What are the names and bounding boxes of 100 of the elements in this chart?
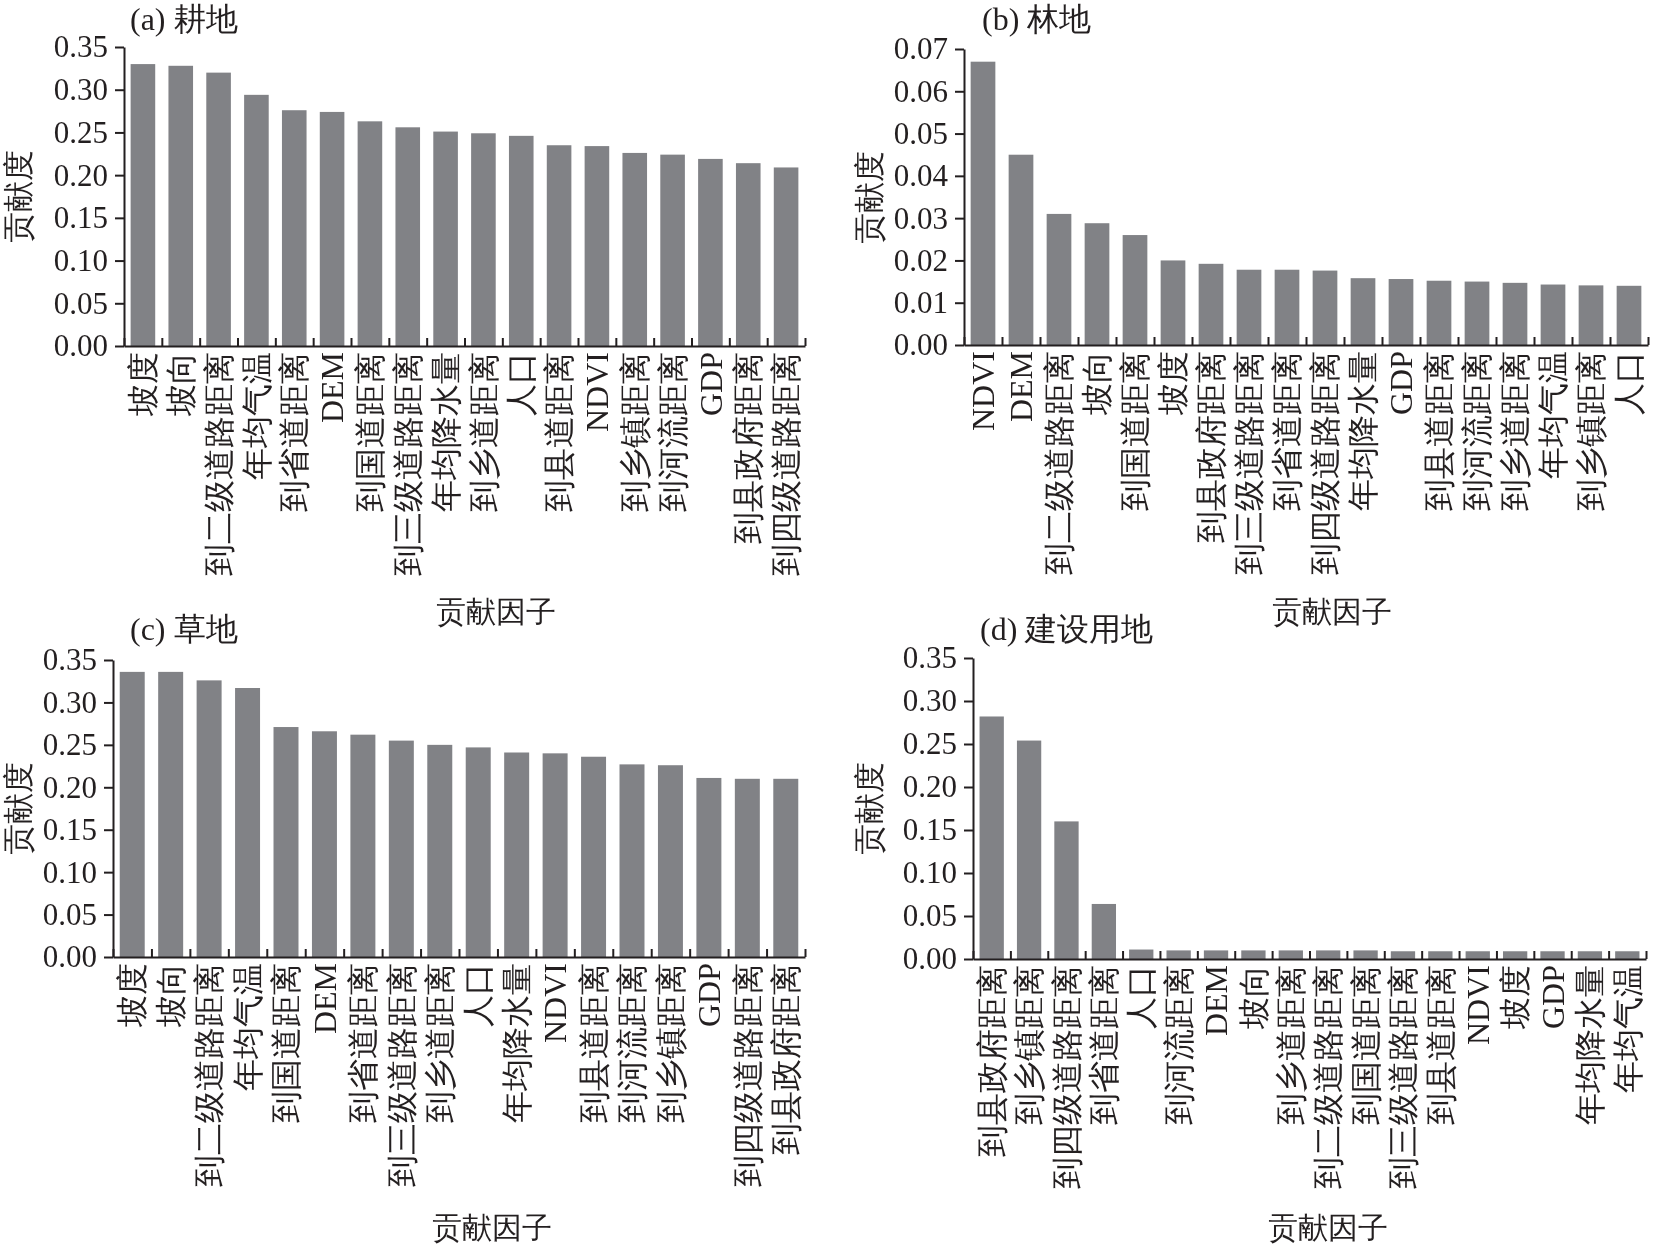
bar — [471, 133, 496, 346]
bar — [206, 72, 231, 346]
bar — [244, 94, 269, 346]
x-tick-label: 到国道距离 — [1347, 965, 1384, 1125]
x-tick-label: 到国道距离 — [268, 963, 305, 1123]
x-tick-label: 年均气温 — [1535, 351, 1572, 479]
y-tick-label: 0.04 — [893, 158, 949, 194]
chart-title: (d) 建设用地 — [980, 611, 1154, 647]
x-tick-label: 到四级道路距离 — [768, 352, 805, 576]
bar — [1278, 950, 1303, 959]
x-tick-label: 到国道距离 — [1117, 351, 1154, 511]
y-tick-label: 0.00 — [42, 939, 97, 975]
x-tick-label: 到二级道路距离 — [200, 352, 237, 576]
x-tick-label: 人口 — [503, 352, 540, 416]
bar — [1054, 821, 1079, 959]
x-tick-label: 到河流距离 — [654, 352, 691, 512]
bar — [1578, 285, 1604, 345]
y-tick-label: 0.35 — [53, 29, 108, 65]
y-tick-label: 0.01 — [893, 285, 948, 321]
x-tick-label: GDP — [1383, 351, 1420, 416]
x-tick-label: 人口 — [1123, 965, 1160, 1029]
y-axis-title: 贡献度 — [0, 762, 36, 855]
bar — [235, 688, 261, 957]
x-tick-label: 到县政府距离 — [767, 963, 804, 1155]
bar — [196, 680, 222, 957]
x-tick-label: 到四级道路距离 — [1307, 351, 1344, 575]
x-tick-label: 到乡道距离 — [1273, 965, 1310, 1125]
x-tick-label: 年均气温 — [1609, 965, 1646, 1093]
x-tick-label: 到省道距离 — [1086, 965, 1123, 1125]
x-tick-label: 到二级道路距离 — [1310, 965, 1347, 1189]
bar — [1166, 950, 1191, 959]
x-tick-label: NDVI — [1459, 965, 1496, 1045]
bar — [130, 64, 156, 346]
x-tick-label: 到二级道路距离 — [191, 963, 228, 1187]
bar — [1091, 903, 1117, 959]
x-tick-label: 到乡镇距离 — [1573, 351, 1610, 511]
y-tick-label: 0.00 — [893, 327, 948, 363]
bar — [1160, 260, 1186, 345]
bar — [1426, 280, 1452, 345]
bar — [1353, 950, 1378, 959]
x-tick-label: 到省道距离 — [276, 352, 313, 512]
x-axis-title: 贡献因子 — [1268, 1211, 1388, 1244]
bar — [773, 778, 799, 957]
bar — [1274, 269, 1300, 345]
y-tick-label: 0.20 — [902, 769, 957, 805]
bar — [979, 716, 1004, 959]
x-tick-label: 坡向 — [152, 963, 189, 1028]
x-tick-label: 到三级道路距离 — [383, 963, 420, 1187]
x-tick-label: 坡向 — [1235, 965, 1272, 1030]
x-axis-title: 贡献因子 — [436, 595, 556, 628]
x-tick-label: 坡度 — [1497, 965, 1534, 1030]
y-tick-label: 0.06 — [893, 73, 948, 109]
bar — [1540, 951, 1565, 959]
bar — [1312, 270, 1338, 345]
x-tick-label: 年均气温 — [229, 963, 266, 1091]
bar — [1577, 951, 1603, 959]
y-tick-label: 0.00 — [53, 328, 108, 364]
y-tick-label: 0.20 — [42, 769, 97, 805]
x-tick-label: 坡向 — [1079, 351, 1116, 416]
x-tick-label: DEM — [306, 963, 343, 1035]
bar — [735, 163, 761, 346]
x-tick-label: 到三级道路距离 — [1385, 965, 1422, 1189]
y-tick-label: 0.15 — [902, 812, 957, 848]
x-tick-label: 到二级道路距离 — [1041, 351, 1078, 575]
bar — [504, 752, 530, 957]
bar — [1046, 213, 1072, 345]
bar — [546, 145, 572, 346]
bar — [1122, 235, 1148, 345]
x-tick-label: 到河流距离 — [614, 963, 651, 1123]
y-tick-label: 0.05 — [902, 898, 957, 934]
bar — [970, 61, 996, 345]
x-tick-label: 到四级道路距离 — [729, 963, 766, 1187]
x-tick-label: 人口 — [460, 963, 497, 1027]
x-tick-label: 到四级道路距离 — [1048, 965, 1085, 1189]
y-tick-label: 0.00 — [902, 941, 957, 977]
y-tick-label: 0.30 — [902, 683, 957, 719]
bar — [584, 146, 610, 346]
bar — [350, 734, 376, 957]
x-tick-label: 到河流距离 — [1459, 351, 1496, 511]
x-tick-label: 到省道距离 — [345, 963, 382, 1123]
y-tick-label: 0.25 — [53, 114, 108, 150]
x-tick-label: GDP — [1534, 965, 1571, 1030]
y-tick-label: 0.35 — [42, 642, 97, 678]
bar — [1016, 740, 1042, 959]
y-tick-label: 0.35 — [902, 640, 957, 676]
x-tick-label: DEM — [1198, 965, 1235, 1037]
x-tick-label: 坡度 — [1155, 351, 1192, 416]
y-tick-label: 0.10 — [53, 242, 108, 278]
bar — [622, 152, 648, 346]
y-tick-label: 0.25 — [902, 726, 957, 762]
x-tick-label: NDVI — [537, 963, 574, 1043]
x-tick-label: 坡度 — [125, 352, 162, 417]
bar — [388, 740, 414, 957]
bar — [1241, 950, 1266, 959]
bar — [773, 167, 799, 346]
y-tick-label: 0.05 — [893, 115, 948, 151]
bar — [619, 764, 645, 957]
x-tick-label: NDVI — [579, 352, 616, 432]
bar — [1428, 951, 1453, 959]
x-tick-label: 到三级道路距离 — [389, 352, 426, 576]
